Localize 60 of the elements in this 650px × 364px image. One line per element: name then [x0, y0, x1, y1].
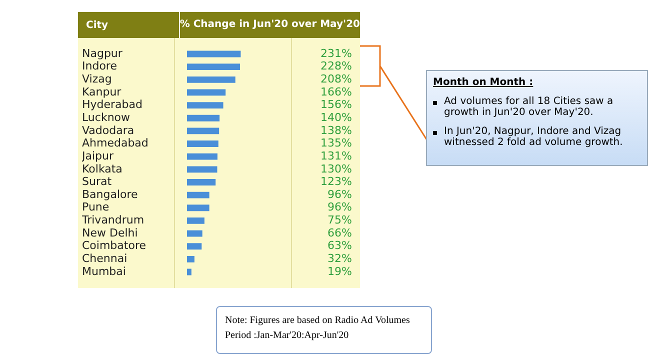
- data-label: 32%: [328, 252, 352, 266]
- data-label: 123%: [320, 175, 352, 188]
- bar: [187, 179, 216, 186]
- data-label: 156%: [320, 98, 352, 112]
- bar: [187, 153, 218, 160]
- y-axis-title: City: [85, 20, 110, 30]
- data-label: 131%: [320, 149, 352, 162]
- y-tick-label: Nagpur: [82, 46, 123, 60]
- data-label: 231%: [320, 46, 352, 60]
- bar: [187, 230, 202, 237]
- data-label: 19%: [328, 264, 352, 278]
- data-label: 96%: [328, 200, 352, 214]
- data-label: 140%: [320, 110, 352, 124]
- y-tick-label: Pune: [82, 200, 110, 214]
- y-tick-label: Indore: [82, 60, 118, 73]
- bar: [187, 89, 226, 96]
- data-label: 130%: [320, 162, 352, 176]
- x-axis-title: % Change in Jun'20 over May'20: [178, 12, 360, 38]
- bar: [187, 166, 218, 173]
- y-tick-label: Lucknow: [82, 110, 130, 124]
- y-tick-label: Vizag: [82, 72, 112, 86]
- y-tick-label: Mumbai: [82, 264, 126, 278]
- bar: [187, 140, 218, 147]
- text: Month on Month :: [433, 77, 534, 88]
- bar: [187, 217, 204, 224]
- bar: [187, 50, 241, 58]
- y-tick-label: Kolkata: [82, 162, 122, 176]
- y-tick-label: Kanpur: [82, 85, 122, 98]
- text: Note: Figures are based on Radio Ad Volumes: [225, 315, 411, 326]
- y-tick-label: Hyderabad: [82, 98, 142, 112]
- y-tick-label: Coimbatore: [82, 239, 146, 252]
- y-tick-label: Surat: [82, 175, 112, 188]
- y-tick-label: Ahmedabad: [82, 136, 148, 150]
- data-label: 138%: [320, 124, 352, 137]
- bar: [187, 102, 224, 109]
- bar: [187, 128, 220, 134]
- data-label: 208%: [320, 72, 352, 86]
- data-label: 135%: [320, 136, 352, 150]
- y-tick-label: Bangalore: [82, 188, 138, 201]
- data-label: 75%: [328, 214, 352, 227]
- y-tick-label: Vadodara: [82, 124, 134, 137]
- data-label: 228%: [320, 60, 352, 73]
- data-label: 66%: [328, 226, 352, 240]
- bar: [187, 76, 236, 83]
- y-tick-label: Trivandrum: [81, 214, 144, 227]
- bar: [187, 204, 210, 212]
- text: Ad volumes for all 18 Cities saw a growth in Jun'20 over May'20.: [444, 96, 614, 118]
- bar: [187, 243, 202, 250]
- bar: [187, 114, 220, 122]
- bar: [187, 192, 210, 198]
- bar: [187, 268, 192, 276]
- text: Period :Jan-Mar'20:Apr-Jun'20: [225, 330, 350, 341]
- y-tick-label: Chennai: [82, 252, 128, 266]
- data-label: 166%: [320, 85, 352, 98]
- data-label: 63%: [328, 239, 352, 252]
- text: In Jun'20, Nagpur, Indore and Vizag witnessed 2 fold ad volume growth.: [444, 126, 624, 148]
- bar: [187, 64, 240, 70]
- bar: [187, 256, 194, 262]
- data-label: 96%: [328, 188, 352, 201]
- y-tick-label: New Delhi: [82, 226, 138, 240]
